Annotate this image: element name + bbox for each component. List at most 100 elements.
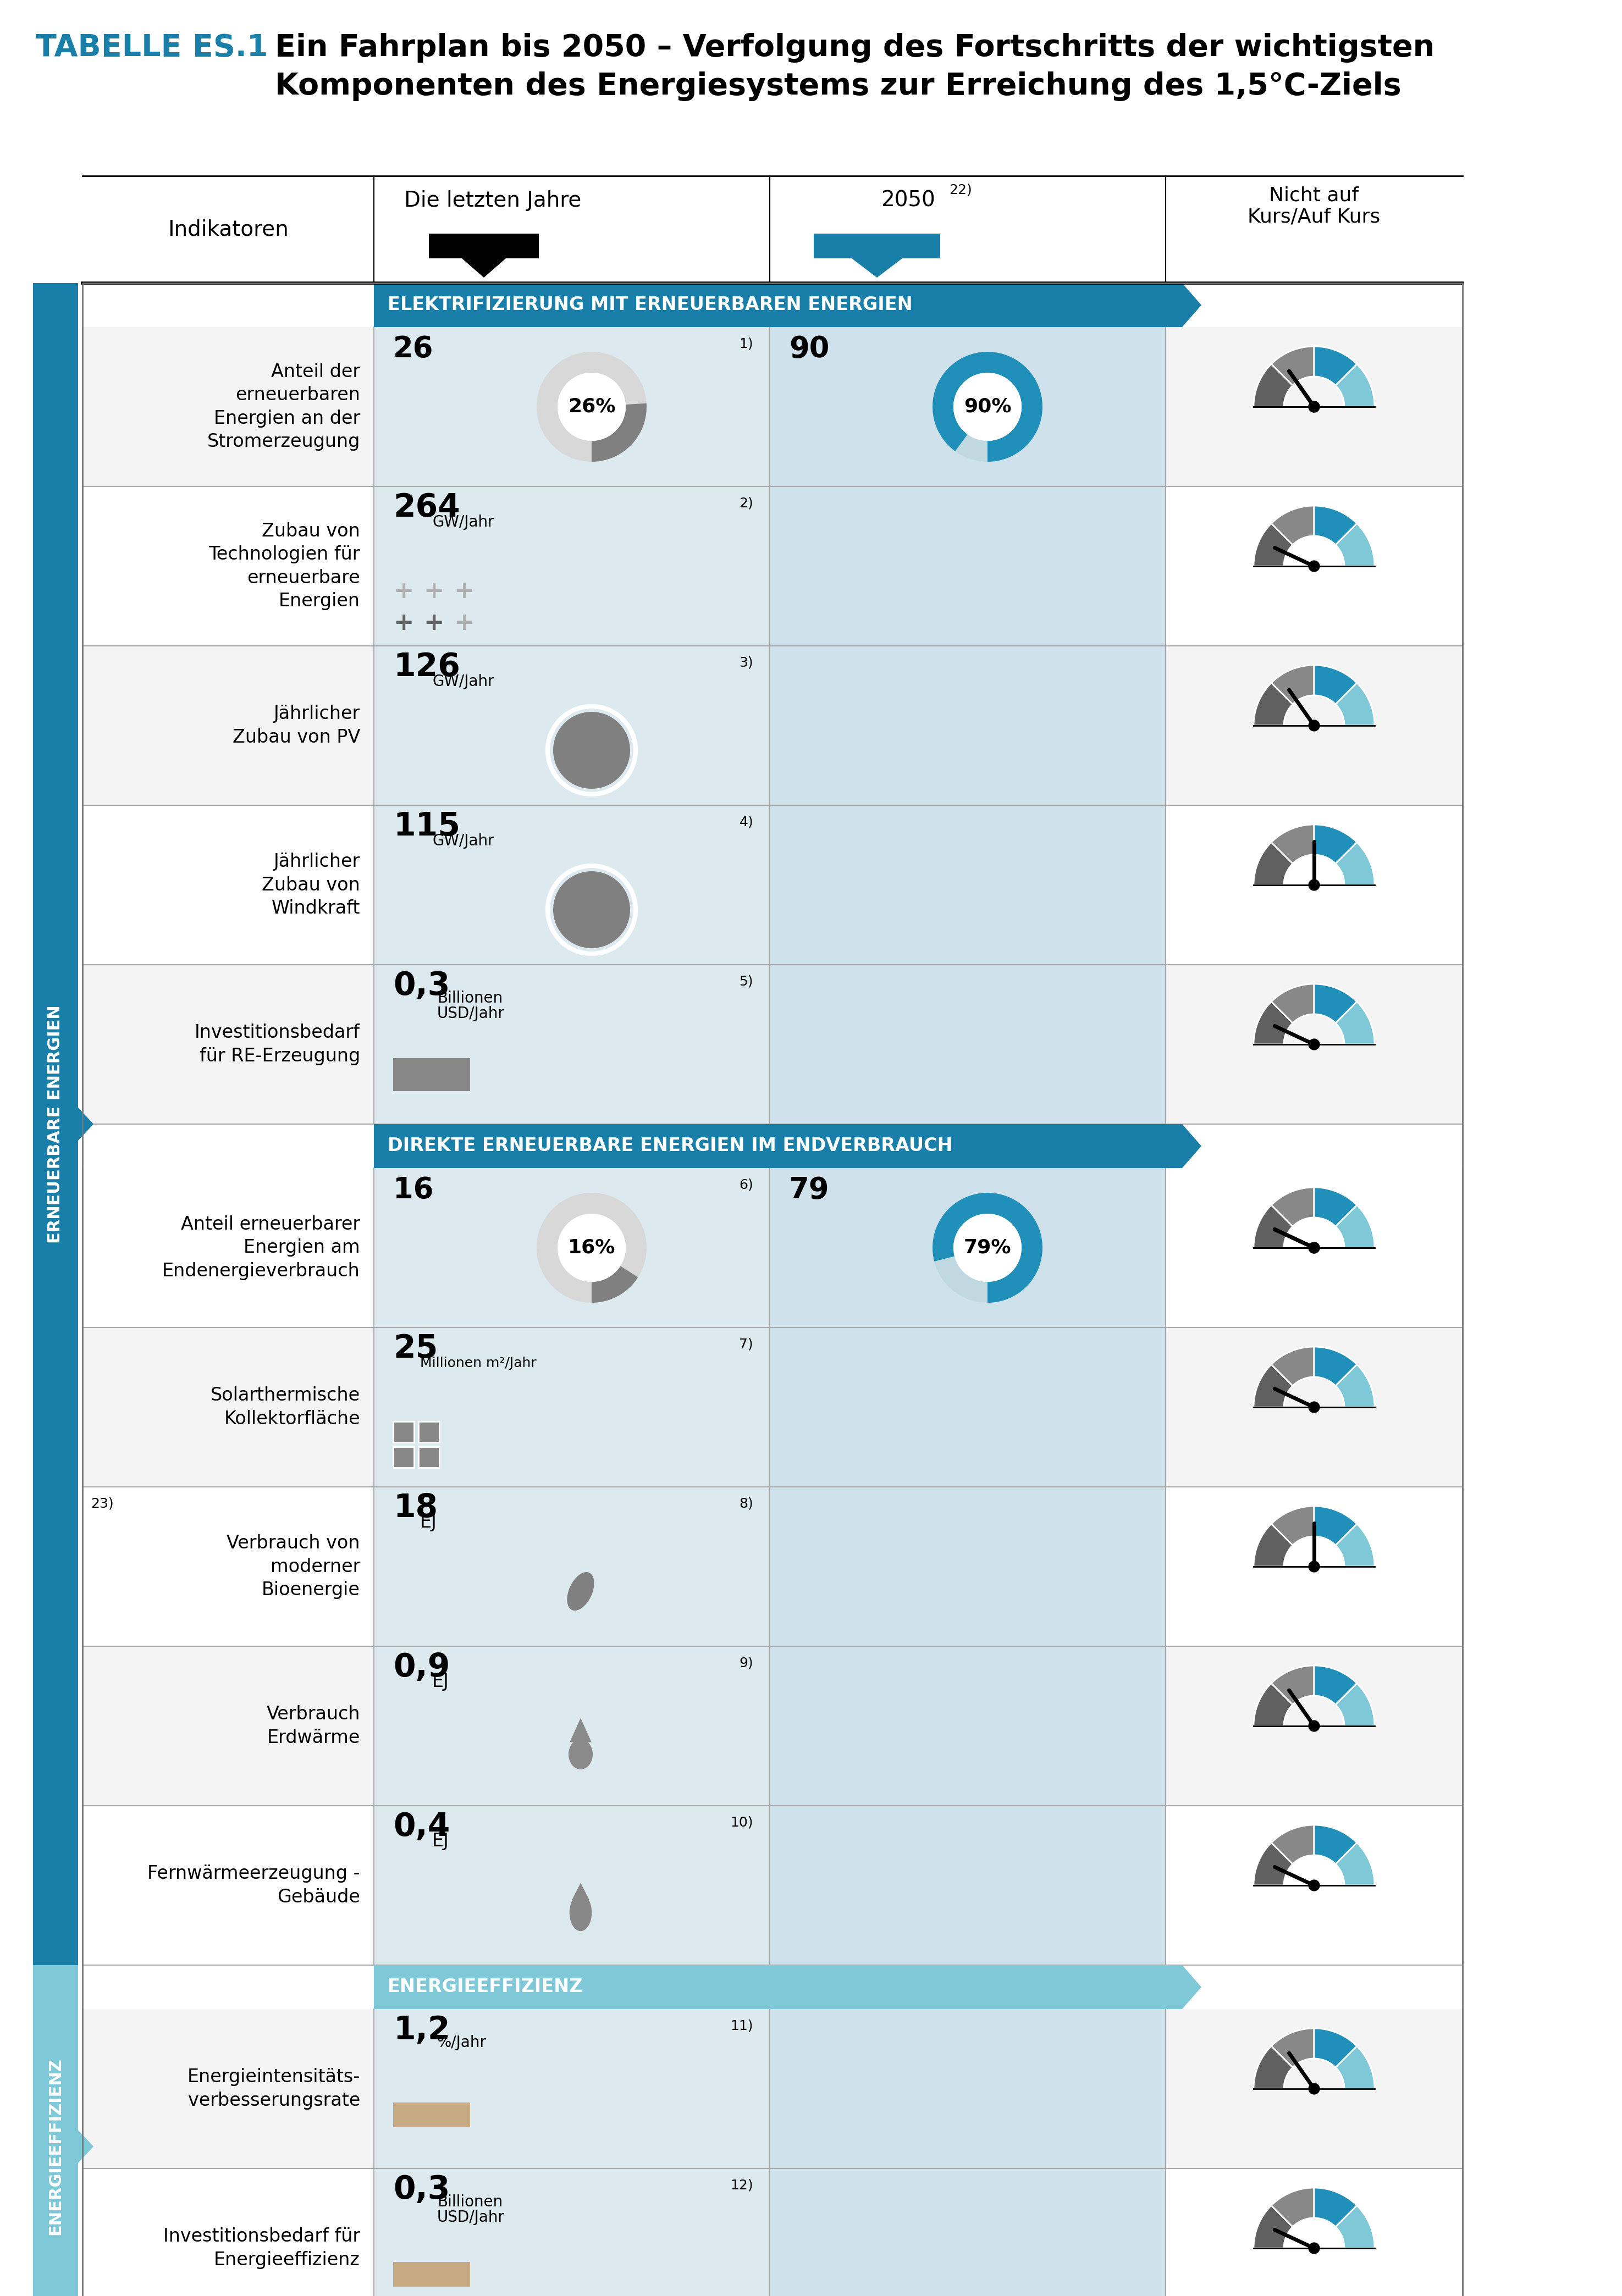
Text: EJ: EJ <box>420 1513 436 1531</box>
Polygon shape <box>1314 1187 1358 1226</box>
Text: Zubau von
Technologien für
erneuerbare
Energien: Zubau von Technologien für erneuerbare E… <box>209 523 360 611</box>
Polygon shape <box>1314 985 1358 1024</box>
Polygon shape <box>1335 2046 1374 2089</box>
Text: 90: 90 <box>788 335 829 363</box>
Polygon shape <box>1314 1348 1358 1387</box>
Polygon shape <box>1335 843 1374 884</box>
Text: 16: 16 <box>393 1176 433 1205</box>
Polygon shape <box>1314 824 1358 863</box>
Polygon shape <box>1335 1001 1374 1045</box>
Text: EJ: EJ <box>431 1674 449 1692</box>
Polygon shape <box>1254 1001 1293 1045</box>
Polygon shape <box>1335 523 1374 567</box>
Text: 115: 115 <box>393 810 461 843</box>
Wedge shape <box>933 351 1043 461</box>
Polygon shape <box>1314 666 1358 705</box>
Bar <box>375 326 770 487</box>
Polygon shape <box>1314 347 1358 386</box>
Polygon shape <box>1335 1205 1374 1247</box>
Polygon shape <box>1335 523 1374 567</box>
Wedge shape <box>933 1194 1043 1302</box>
Polygon shape <box>1272 1348 1314 1387</box>
Text: ERNEUERBARE ENERGIEN: ERNEUERBARE ENERGIEN <box>47 1006 63 1244</box>
Text: +: + <box>393 579 414 604</box>
Bar <box>770 487 1166 645</box>
Text: 18: 18 <box>393 1492 438 1525</box>
Text: ELEKTRIFIZIERUNG MIT ERNEUERBAREN ENERGIEN: ELEKTRIFIZIERUNG MIT ERNEUERBAREN ENERGI… <box>388 296 913 315</box>
Circle shape <box>1309 1561 1320 1573</box>
Text: Die letzten Jahre: Die letzten Jahre <box>404 191 581 211</box>
Polygon shape <box>462 259 506 278</box>
Polygon shape <box>1314 505 1358 544</box>
Bar <box>393 2103 470 2128</box>
Text: 0,3: 0,3 <box>393 2174 449 2204</box>
Polygon shape <box>1314 1187 1358 1226</box>
Circle shape <box>1309 560 1320 572</box>
Bar <box>83 2009 1463 2167</box>
Polygon shape <box>1314 1665 1358 1704</box>
Text: Billionen: Billionen <box>436 990 503 1006</box>
Text: Komponenten des Energiesystems zur Erreichung des 1,5°C-Ziels: Komponenten des Energiesystems zur Errei… <box>274 71 1401 101</box>
Circle shape <box>1309 879 1320 891</box>
Text: 16%: 16% <box>568 1238 615 1258</box>
Text: 264: 264 <box>393 491 461 523</box>
Text: +: + <box>423 579 444 604</box>
Polygon shape <box>1314 1187 1358 1226</box>
Text: EJ: EJ <box>431 1832 449 1851</box>
Bar <box>418 1421 440 1442</box>
Polygon shape <box>1335 1001 1374 1045</box>
Text: Verbrauch von
moderner
Bioenergie: Verbrauch von moderner Bioenergie <box>227 1534 360 1598</box>
Polygon shape <box>1335 2206 1374 2248</box>
Bar <box>83 2167 1463 2296</box>
Wedge shape <box>933 351 1043 461</box>
Polygon shape <box>1272 1665 1314 1704</box>
Text: 26: 26 <box>393 335 433 363</box>
Text: TABELLE ES.1: TABELLE ES.1 <box>36 32 268 62</box>
Polygon shape <box>1314 1825 1358 1864</box>
Circle shape <box>553 870 629 948</box>
Ellipse shape <box>568 1573 594 1609</box>
Polygon shape <box>1314 347 1358 386</box>
Polygon shape <box>1254 365 1293 406</box>
Circle shape <box>1309 2082 1320 2094</box>
Bar <box>83 1488 1463 1646</box>
Polygon shape <box>1272 347 1314 386</box>
Polygon shape <box>1182 282 1202 326</box>
Text: +: + <box>454 611 474 634</box>
Text: 9): 9) <box>740 1655 753 1669</box>
Bar <box>770 2009 1166 2167</box>
Circle shape <box>1309 402 1320 413</box>
Circle shape <box>954 1215 1022 1281</box>
Polygon shape <box>1182 1125 1202 1169</box>
Polygon shape <box>1314 347 1358 386</box>
Polygon shape <box>1254 682 1293 726</box>
Polygon shape <box>1335 1205 1374 1247</box>
Text: 10): 10) <box>730 1816 753 1830</box>
Text: 25: 25 <box>393 1334 438 1364</box>
Circle shape <box>1309 721 1320 730</box>
Text: Millionen m²/Jahr: Millionen m²/Jahr <box>420 1357 537 1371</box>
Text: 1): 1) <box>740 338 753 351</box>
Polygon shape <box>1272 1187 1314 1226</box>
Bar <box>770 964 1166 1125</box>
Circle shape <box>1309 1720 1320 1731</box>
Bar <box>83 1327 1463 1488</box>
Polygon shape <box>1335 365 1374 406</box>
Text: %/Jahr: %/Jahr <box>436 2034 487 2050</box>
Polygon shape <box>1314 2027 1358 2066</box>
Bar <box>770 1327 1166 1488</box>
Text: Indikatoren: Indikatoren <box>167 218 289 241</box>
Polygon shape <box>1314 2027 1358 2066</box>
Polygon shape <box>1254 1205 1293 1247</box>
Bar <box>375 1169 770 1327</box>
Text: 8): 8) <box>740 1497 753 1511</box>
Text: 126: 126 <box>393 652 461 682</box>
Circle shape <box>558 372 626 441</box>
Polygon shape <box>1314 1348 1358 1387</box>
Text: +: + <box>393 611 414 634</box>
Polygon shape <box>1314 824 1358 863</box>
Bar <box>770 1169 1166 1327</box>
Bar <box>393 1058 470 1091</box>
Bar <box>770 1646 1166 1805</box>
Text: 1,2: 1,2 <box>393 2014 449 2046</box>
